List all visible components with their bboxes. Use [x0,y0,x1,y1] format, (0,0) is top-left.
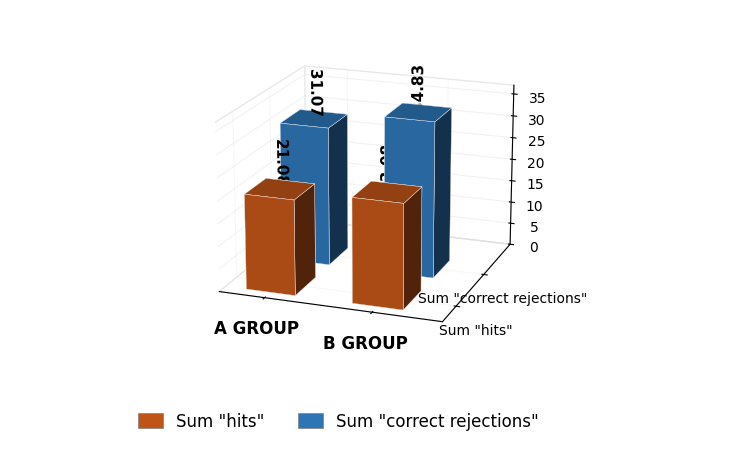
Legend: Sum "hits", Sum "correct rejections": Sum "hits", Sum "correct rejections" [129,404,547,438]
